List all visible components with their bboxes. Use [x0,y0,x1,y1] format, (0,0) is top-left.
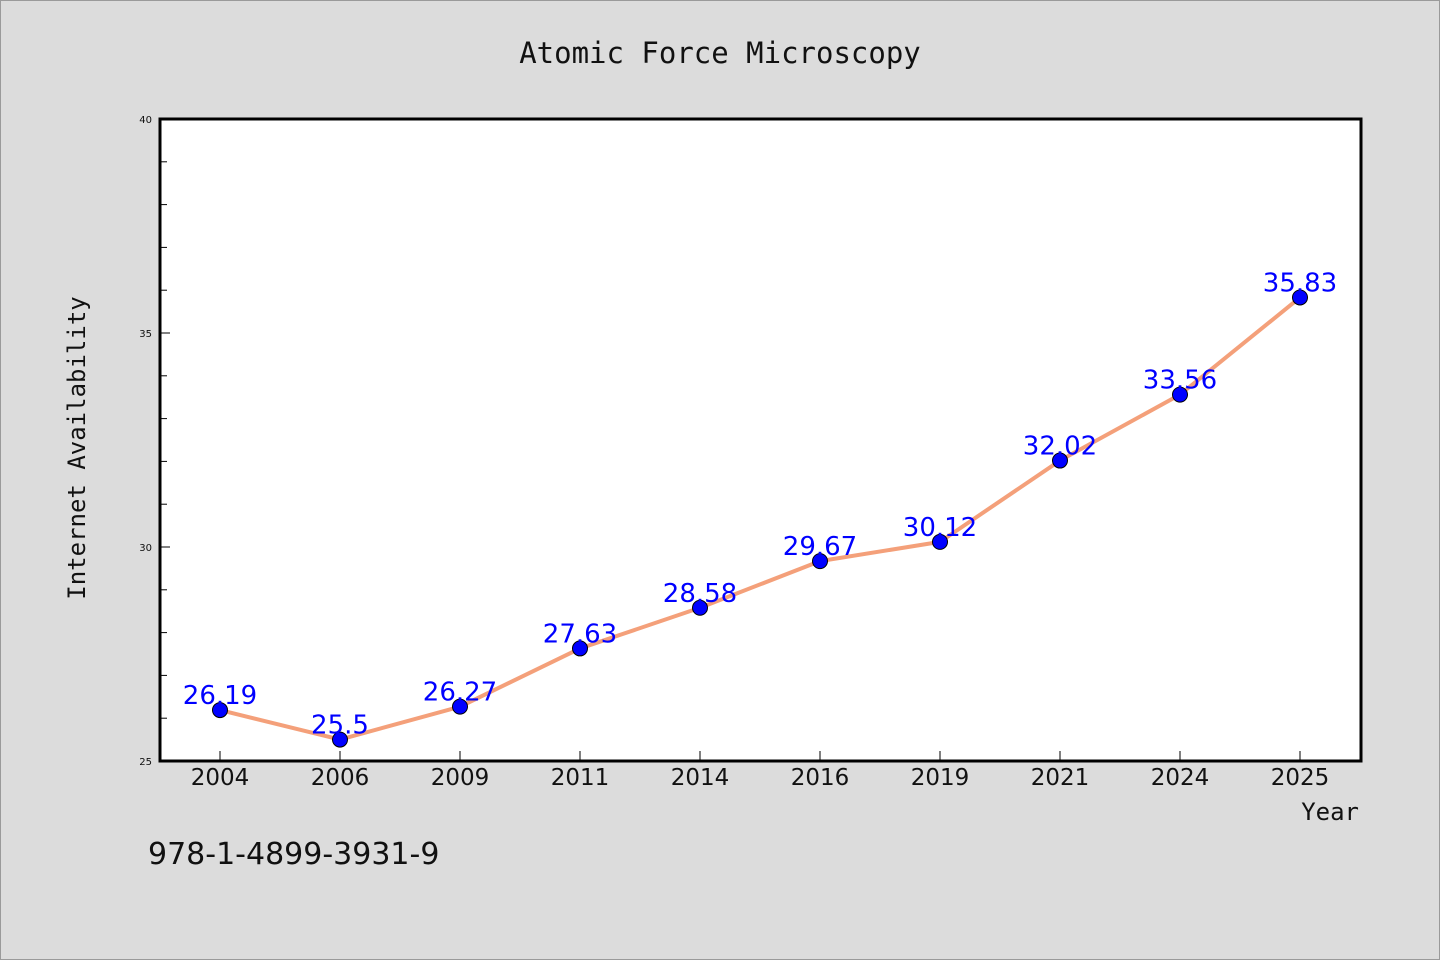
data-point [1052,452,1068,469]
data-point [212,702,228,719]
data-label: 26.19 [183,681,257,711]
data-point [452,698,468,715]
data-label: 26.27 [423,678,497,708]
data-point [1172,386,1188,403]
x-tick-label: 2016 [791,765,850,791]
x-tick-label: 2009 [431,765,490,791]
isbn-text: 978-1-4899-3931-9 [148,837,439,872]
data-label: 27.63 [543,619,617,649]
data-point [1292,289,1308,306]
data-label: 29.67 [783,532,857,562]
y-axis: 25 30 35 40 [139,115,170,768]
data-point [692,599,708,616]
data-labels: 26.19 25.5 26.27 27.63 28.58 29.67 30.12 32.02 3… [183,268,1337,740]
y-tick-label: 35 [139,329,152,340]
x-tick-label: 2006 [311,765,370,791]
y-tick-label: 30 [139,543,152,554]
y-tick-label: 40 [139,115,152,126]
x-axis-label: Year [1301,798,1359,826]
data-label: 35.83 [1263,268,1337,298]
chart-title: Atomic Force Microscopy [519,36,921,70]
data-label: 25.5 [311,711,369,741]
data-label: 30.12 [903,513,977,543]
x-tick-label: 2024 [1151,765,1210,791]
series-layer [212,289,1308,748]
y-axis-label: Internet Availability [63,296,91,599]
data-label: 32.02 [1023,432,1097,462]
data-label: 33.56 [1143,366,1217,396]
x-axis: 2004 2006 2009 2011 2014 2016 2019 2021 2024 2025 [191,751,1330,791]
x-tick-label: 2014 [671,765,730,791]
x-tick-label: 2021 [1031,765,1090,791]
y-tick-label: 25 [139,757,152,768]
data-point [572,640,588,657]
data-label: 28.58 [663,579,737,609]
data-point [932,533,948,550]
plot-area [158,117,1363,763]
x-tick-label: 2004 [191,765,250,791]
data-point [332,731,348,748]
data-point [812,553,828,570]
series-line [218,295,1302,742]
x-tick-label: 2025 [1271,765,1330,791]
x-tick-label: 2019 [911,765,970,791]
x-tick-label: 2011 [551,765,610,791]
